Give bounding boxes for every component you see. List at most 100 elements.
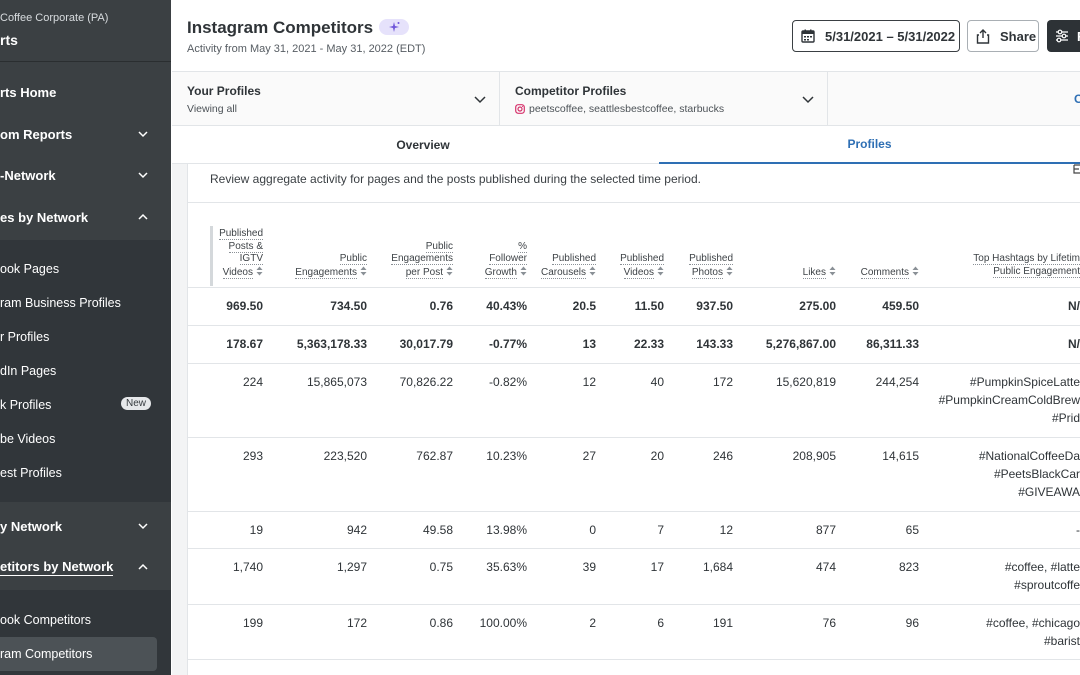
share-button[interactable]: Share	[967, 20, 1039, 52]
column-header[interactable]: Likes	[802, 266, 836, 280]
share-icon	[976, 28, 990, 44]
column-header-label: Videos	[222, 266, 253, 279]
chevron-down-icon	[802, 96, 814, 104]
export-icon[interactable]	[1072, 164, 1080, 177]
sort-icon[interactable]	[657, 266, 664, 276]
sub-twitter-profiles[interactable]: r Profiles	[0, 330, 50, 344]
hashtag-cell: #barist	[1043, 634, 1080, 648]
column-header-label: Engagements	[295, 266, 357, 279]
sort-icon[interactable]	[912, 266, 919, 276]
column-header[interactable]: % Follower Growth	[484, 240, 527, 280]
column-header[interactable]: Top Hashtags by Lifetim Public Engagement	[973, 253, 1080, 278]
competitor-profiles-dropdown[interactable]: Competitor Profiles peetscoffee, seattle…	[500, 72, 828, 126]
nav-posts-by-network[interactable]: y Network	[0, 507, 171, 545]
hashtag-cell: #sproutcoffe	[1014, 578, 1080, 592]
column-header[interactable]: Published Photos	[689, 253, 733, 279]
table-cell: 27	[582, 449, 596, 463]
table-cell: 6	[657, 616, 664, 630]
sort-icon[interactable]	[446, 266, 453, 276]
column-header-label: Public	[425, 240, 453, 253]
table-cell: 17	[650, 560, 664, 574]
column-header[interactable]: Public Engagements	[295, 253, 367, 279]
sort-icon[interactable]	[726, 266, 733, 276]
reports-title: rts	[0, 32, 18, 48]
date-range-label: 5/31/2021 – 5/31/2022	[825, 28, 956, 44]
table-cell: 13	[582, 337, 596, 351]
nav-competitors-by-network[interactable]: etitors by Network	[0, 548, 171, 586]
table-cell: 0.75	[429, 560, 453, 574]
sort-icon[interactable]	[520, 266, 527, 276]
sub-facebook-competitors[interactable]: ook Competitors	[0, 613, 92, 627]
table-cell: 100.00%	[479, 616, 527, 630]
compare-link[interactable]: C	[1074, 92, 1080, 106]
column-header[interactable]: Public Engagements per Post	[391, 240, 453, 280]
tab-overview[interactable]: Overview	[396, 138, 450, 152]
column-resize-handle[interactable]	[210, 226, 213, 286]
date-range-subtitle: Activity from May 31, 2021 - May 31, 202…	[187, 43, 426, 55]
column-header-label: Published	[689, 253, 733, 265]
profiles-subnav: ook Pages ram Business Profiles r Profil…	[0, 240, 171, 502]
table-cell: 0	[589, 523, 596, 537]
row-divider	[188, 659, 1080, 660]
filters-label: F	[1077, 29, 1080, 44]
table-cell: -0.82%	[488, 375, 527, 389]
competitors-subnav: ook Competitors ram Competitors	[0, 590, 171, 675]
column-header-label: Top Hashtags by Lifetim	[973, 253, 1080, 265]
column-header[interactable]: Comments	[860, 266, 919, 280]
table-cell: 13.98%	[486, 523, 527, 537]
column-header[interactable]: Published Posts & IGTV Videos	[219, 228, 263, 279]
active-highlight	[0, 637, 157, 671]
column-header-label: Posts &	[228, 240, 263, 253]
sort-icon[interactable]	[256, 266, 263, 276]
sparkle-icon[interactable]	[379, 19, 409, 35]
table-cell: 19	[249, 523, 263, 537]
org-name: Coffee Corporate (PA)	[0, 12, 109, 24]
chevron-down-icon	[138, 172, 148, 179]
sub-pinterest-profiles[interactable]: est Profiles	[0, 466, 62, 480]
column-header-label: Likes	[802, 266, 826, 279]
sort-icon[interactable]	[589, 266, 596, 276]
nav-cross-network[interactable]: -Network	[0, 156, 171, 194]
hashtag-cell: #PumpkinSpiceLatte	[969, 375, 1080, 389]
table-cell: 40.43%	[486, 299, 527, 313]
tab-profiles[interactable]: Profiles	[659, 126, 1080, 164]
divider	[0, 61, 171, 62]
nav-reports-home[interactable]: rts Home	[0, 84, 57, 100]
chevron-down-icon	[138, 131, 148, 138]
sidebar: Coffee Corporate (PA) rts rts Home om Re…	[0, 0, 171, 675]
table-cell: 1,740	[232, 560, 263, 574]
table-cell: 30,017.79	[399, 337, 453, 351]
page-title: Instagram Competitors	[187, 18, 374, 37]
sub-youtube-videos[interactable]: be Videos	[0, 432, 56, 446]
table-cell: 96	[905, 616, 919, 630]
table-cell: 7	[657, 523, 664, 537]
competitor-profiles-label: Competitor Profiles	[515, 84, 627, 98]
column-header[interactable]: Published Videos	[620, 253, 664, 279]
report-tabs: Overview Profiles	[172, 126, 1080, 164]
sub-linkedin-pages[interactable]: dIn Pages	[0, 364, 57, 378]
table-cell: 5,363,178.33	[296, 337, 367, 351]
sub-tiktok-profiles[interactable]: k Profiles New	[0, 390, 171, 420]
nav-profiles-by-network[interactable]: es by Network	[0, 198, 171, 236]
hashtag-cell: #Prid	[1051, 411, 1080, 425]
table-cell: 11.50	[634, 299, 664, 313]
date-range-button[interactable]: 5/31/2021 – 5/31/2022	[792, 20, 960, 52]
table-cell: 969.50	[226, 299, 263, 313]
sub-facebook-pages[interactable]: ook Pages	[0, 262, 60, 276]
row-divider	[188, 325, 1080, 326]
row-divider	[188, 363, 1080, 364]
sort-icon[interactable]	[829, 266, 836, 276]
sub-instagram-competitors[interactable]: ram Competitors	[0, 647, 93, 661]
sort-icon[interactable]	[360, 266, 367, 276]
table-cell: 246	[712, 449, 733, 463]
your-profiles-dropdown[interactable]: Your Profiles Viewing all	[172, 72, 500, 126]
column-header[interactable]: Published Carousels	[540, 253, 596, 279]
column-header-label: %	[518, 240, 527, 253]
nav-custom-reports[interactable]: om Reports	[0, 115, 171, 153]
instagram-icon	[515, 104, 525, 114]
table-cell: 2	[589, 616, 596, 630]
profiles-panel: Review aggregate activity for pages and …	[187, 164, 1080, 675]
sub-instagram-business-profiles[interactable]: ram Business Profiles	[0, 296, 121, 310]
table-cell: 474	[815, 560, 836, 574]
filters-button[interactable]: F	[1047, 20, 1080, 52]
